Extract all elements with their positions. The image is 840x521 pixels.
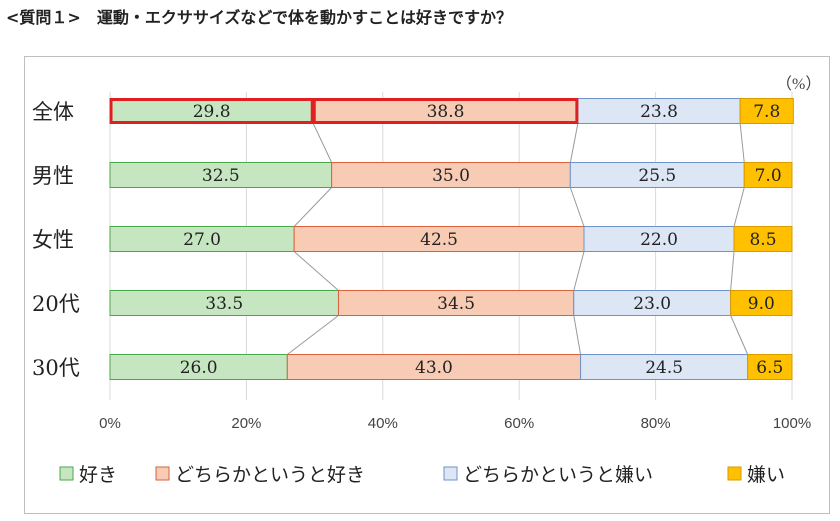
x-tick-label: 80% [641, 415, 671, 432]
data-label: 7.0 [755, 166, 782, 186]
x-tick-label: 40% [368, 415, 398, 432]
bar-segment [286, 354, 582, 380]
data-label: 7.8 [753, 102, 780, 122]
x-tick-label: 100% [773, 415, 811, 432]
legend-swatch [443, 466, 458, 481]
data-label: 32.5 [202, 166, 240, 186]
bar-segment [337, 290, 575, 316]
bar-segment [730, 290, 793, 316]
connector-line [293, 187, 333, 227]
connector-line [569, 187, 585, 227]
data-label: 24.5 [645, 358, 683, 378]
data-label: 38.8 [427, 102, 465, 122]
bar-segment [580, 354, 749, 380]
chart-frame [24, 56, 830, 514]
legend-label: どちらかというと嫌い [463, 464, 653, 486]
question-title: <質問１> 運動・エクササイズなどで体を動かすことは好きですか？ [6, 8, 513, 27]
connector-line [287, 315, 339, 355]
bar-segment [573, 290, 732, 316]
bar-segment [569, 162, 745, 188]
data-label: 42.5 [420, 230, 458, 250]
highlight-outline [312, 98, 579, 124]
x-tick-label: 20% [231, 415, 261, 432]
connector-line [733, 187, 745, 227]
data-label: 43.0 [415, 358, 453, 378]
data-label: 29.8 [193, 102, 231, 122]
data-label: 33.5 [205, 294, 243, 314]
x-tick-label: 0% [99, 415, 121, 432]
bar-layer [109, 98, 794, 380]
bar-segment [743, 162, 793, 188]
data-label: 23.0 [633, 294, 671, 314]
legend-swatch [727, 466, 742, 481]
bar-segment [733, 226, 793, 252]
axis-layer: 0% 20% 40% 60% 80% 100% [99, 415, 811, 432]
connector-line [293, 251, 339, 291]
bar-segment [577, 98, 741, 124]
data-label: 27.0 [183, 230, 221, 250]
category-label: 20代 [32, 292, 80, 316]
connector-line [730, 251, 735, 291]
data-label: 35.0 [432, 166, 470, 186]
category-label: 全体 [32, 100, 74, 124]
bar-segment [109, 226, 295, 252]
x-tick-label: 60% [504, 415, 534, 432]
connector-line [573, 251, 585, 291]
unit-label: （%） [776, 75, 821, 93]
legend-swatch [59, 466, 74, 481]
bar-segment [109, 354, 288, 380]
bar-segment [747, 354, 793, 380]
legend-layer: 好き どちらかというと好き どちらかというと嫌い 嫌い [59, 464, 785, 486]
data-label: 23.8 [640, 102, 678, 122]
bar-segment [109, 290, 339, 316]
data-label: 26.0 [180, 358, 218, 378]
connector-line [573, 315, 582, 355]
category-label: 男性 [32, 164, 74, 188]
data-label: 22.0 [640, 230, 678, 250]
bar-segment [583, 226, 735, 252]
category-label: 女性 [32, 228, 74, 252]
data-label: 8.5 [749, 230, 776, 250]
highlight-layer [109, 98, 579, 124]
legend-swatch [155, 466, 170, 481]
legend-label: どちらかというと好き [175, 464, 365, 486]
category-label: 30代 [32, 356, 80, 380]
connector-layer [287, 123, 749, 355]
data-label: 9.0 [748, 294, 775, 314]
highlight-outline [109, 98, 314, 124]
connector-line [739, 123, 745, 163]
connector-line [569, 123, 579, 163]
connector-line [312, 123, 333, 163]
bar-segment [293, 226, 585, 252]
data-label: 6.5 [756, 358, 783, 378]
connector-line [730, 315, 749, 355]
bar-segment [739, 98, 794, 124]
legend-label: 嫌い [747, 464, 785, 486]
data-label: 25.5 [638, 166, 676, 186]
data-label: 34.5 [437, 294, 475, 314]
legend-label: 好き [79, 464, 117, 486]
